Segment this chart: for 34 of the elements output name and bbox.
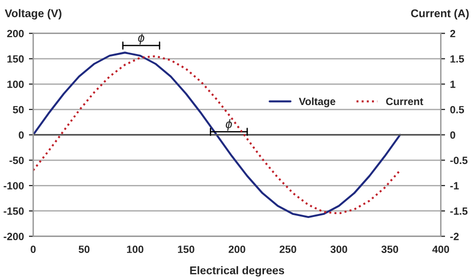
y-tick-label: -150: [4, 207, 24, 215]
y2-tick-label: 2: [450, 30, 456, 38]
x-tick-label: 350: [381, 246, 398, 253]
x-tick-label: 0: [30, 246, 36, 253]
y-tick-label: 0: [18, 131, 24, 139]
y-tick-label: 100: [7, 80, 24, 88]
legend-label: Current: [386, 98, 424, 106]
y2-tick-label: 1: [450, 80, 456, 88]
y-tick-label: 200: [7, 30, 24, 38]
x-tick-label: 150: [178, 246, 194, 253]
annotation: ϕ: [138, 32, 144, 45]
y2-tick-label: -1.5: [450, 208, 468, 215]
y-tick-label: -50: [10, 156, 24, 164]
x-tick-label: 200: [228, 246, 246, 253]
y2-tick-label: -2: [450, 232, 459, 240]
y-tick-label: 150: [7, 55, 24, 63]
y2-tick-label: 0.5: [450, 106, 464, 114]
x-tick-label: 100: [127, 246, 144, 253]
x-tick-label: 250: [280, 246, 296, 253]
y2-axis-title: Current (A): [411, 9, 469, 20]
y2-tick-label: -1: [450, 182, 459, 190]
x-tick-label: 400: [432, 246, 450, 253]
y-tick-label: -100: [4, 182, 24, 190]
y-tick-label: 50: [12, 106, 24, 114]
legend-label: Voltage: [298, 97, 336, 108]
y2-tick-label: 1.5: [450, 55, 464, 63]
x-axis-title: Electrical degrees: [190, 266, 284, 277]
y2-tick-label: -0.5: [450, 156, 468, 164]
annotation: ϕ: [226, 119, 232, 131]
y-axis-title: Voltage (V): [4, 9, 62, 20]
x-tick-label: 50: [78, 246, 90, 253]
x-tick-label: 300: [330, 246, 348, 253]
y2-tick-label: 0: [450, 131, 456, 139]
y-tick-label: -200: [4, 232, 24, 240]
